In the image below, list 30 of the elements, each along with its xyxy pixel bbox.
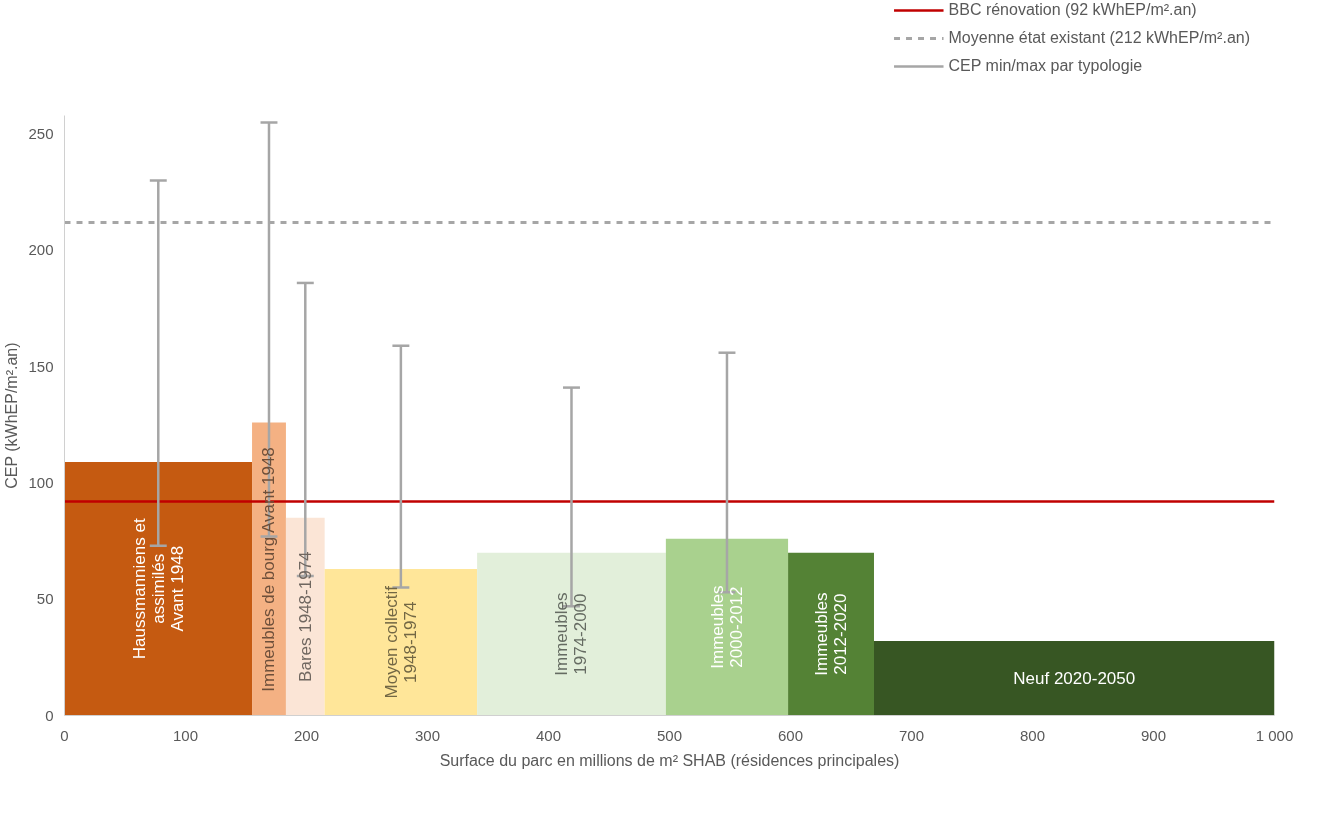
y-tick-label: 0 bbox=[45, 706, 54, 724]
x-tick-label: 500 bbox=[656, 726, 683, 744]
x-tick-label: 0 bbox=[60, 726, 69, 744]
x-tick-label: 300 bbox=[414, 726, 441, 744]
y-tick-label: 250 bbox=[28, 125, 54, 143]
x-tick-label: 800 bbox=[1019, 726, 1046, 744]
y-tick-label: 200 bbox=[28, 241, 54, 259]
category-label: Immeubles 2012-2020 bbox=[812, 592, 851, 676]
legend-label: Moyenne état existant (212 kWhEP/m².an) bbox=[948, 29, 1250, 47]
category-label: Immeubles de bourg Avant 1948 bbox=[259, 447, 279, 692]
x-axis-title: Surface du parc en millions de m² SHAB (résidences principales) bbox=[439, 751, 900, 769]
y-tick-label: 150 bbox=[28, 357, 54, 375]
category-label: Moyen collectif 1948-1974 bbox=[381, 586, 420, 699]
y-tick-label: 50 bbox=[36, 590, 54, 608]
x-tick-label: 600 bbox=[777, 726, 804, 744]
x-tick-label: 100 bbox=[172, 726, 199, 744]
text: CEP min/max par typologie bbox=[948, 57, 1143, 75]
category-label: Haussmanniens et assimilés Avant 1948 bbox=[129, 518, 187, 660]
y-axis-title: CEP (kWhEP/m².an) bbox=[3, 342, 21, 489]
y-tick-label: 100 bbox=[28, 473, 54, 491]
x-tick-label: 400 bbox=[535, 726, 562, 744]
x-tick-label: 200 bbox=[293, 726, 320, 744]
category-label: Bares 1948-1974 bbox=[295, 551, 315, 682]
category-label: Neuf 2020-2050 bbox=[1013, 668, 1136, 688]
x-tick-label: 900 bbox=[1140, 726, 1167, 744]
legend-label: BBC rénovation (92 kWhEP/m².an) bbox=[948, 1, 1197, 19]
category-label: Immeubles 1974-2000 bbox=[552, 592, 591, 676]
category-label: Immeubles 2000-2012 bbox=[707, 585, 746, 669]
x-tick-label: 700 bbox=[898, 726, 925, 744]
x-tick-label: 1 000 bbox=[1255, 726, 1294, 744]
